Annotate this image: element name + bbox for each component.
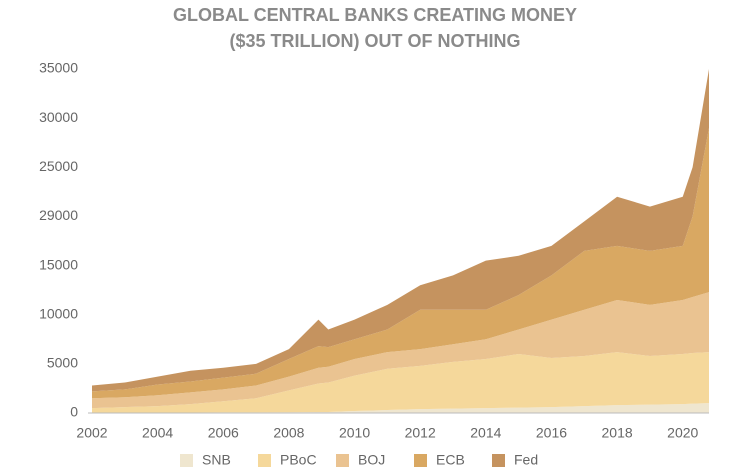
- area: [92, 69, 709, 392]
- legend-swatch: [414, 454, 427, 467]
- x-tick-label: 2018: [602, 425, 633, 441]
- y-tick-label: 29000: [39, 207, 78, 223]
- x-tick-label: 2010: [339, 425, 370, 441]
- legend-label: PBoC: [280, 452, 317, 468]
- legend-label: ECB: [436, 452, 465, 468]
- chart-title: ($35 TRILLION) OUT OF NOTHING: [230, 31, 521, 51]
- y-tick-label: 35000: [39, 60, 78, 76]
- y-tick-label: 25000: [39, 158, 78, 174]
- legend-label: Fed: [514, 452, 538, 468]
- x-tick-label: 2008: [273, 425, 304, 441]
- y-tick-label: 30000: [39, 109, 78, 125]
- y-tick-label: 10000: [39, 305, 78, 321]
- x-tick-label: 2014: [470, 425, 501, 441]
- area: [92, 403, 709, 413]
- legend-swatch: [258, 454, 271, 467]
- legend-label: SNB: [202, 452, 231, 468]
- y-tick-label: 0: [70, 404, 78, 420]
- y-tick-label: 15000: [39, 256, 78, 272]
- legend-swatch: [336, 454, 349, 467]
- y-tick-label: 5000: [47, 355, 78, 371]
- area: [92, 127, 709, 399]
- area: [92, 352, 709, 413]
- x-tick-label: 2012: [405, 425, 436, 441]
- x-tick-label: 2020: [667, 425, 698, 441]
- legend-swatch: [492, 454, 505, 467]
- x-tick-label: 2006: [208, 425, 239, 441]
- legend-swatch: [180, 454, 193, 467]
- chart-title: GLOBAL CENTRAL BANKS CREATING MONEY: [173, 5, 577, 25]
- x-tick-label: 2004: [142, 425, 173, 441]
- x-tick-label: 2002: [76, 425, 107, 441]
- x-tick-label: 2016: [536, 425, 567, 441]
- area: [92, 292, 709, 409]
- legend-label: BOJ: [358, 452, 385, 468]
